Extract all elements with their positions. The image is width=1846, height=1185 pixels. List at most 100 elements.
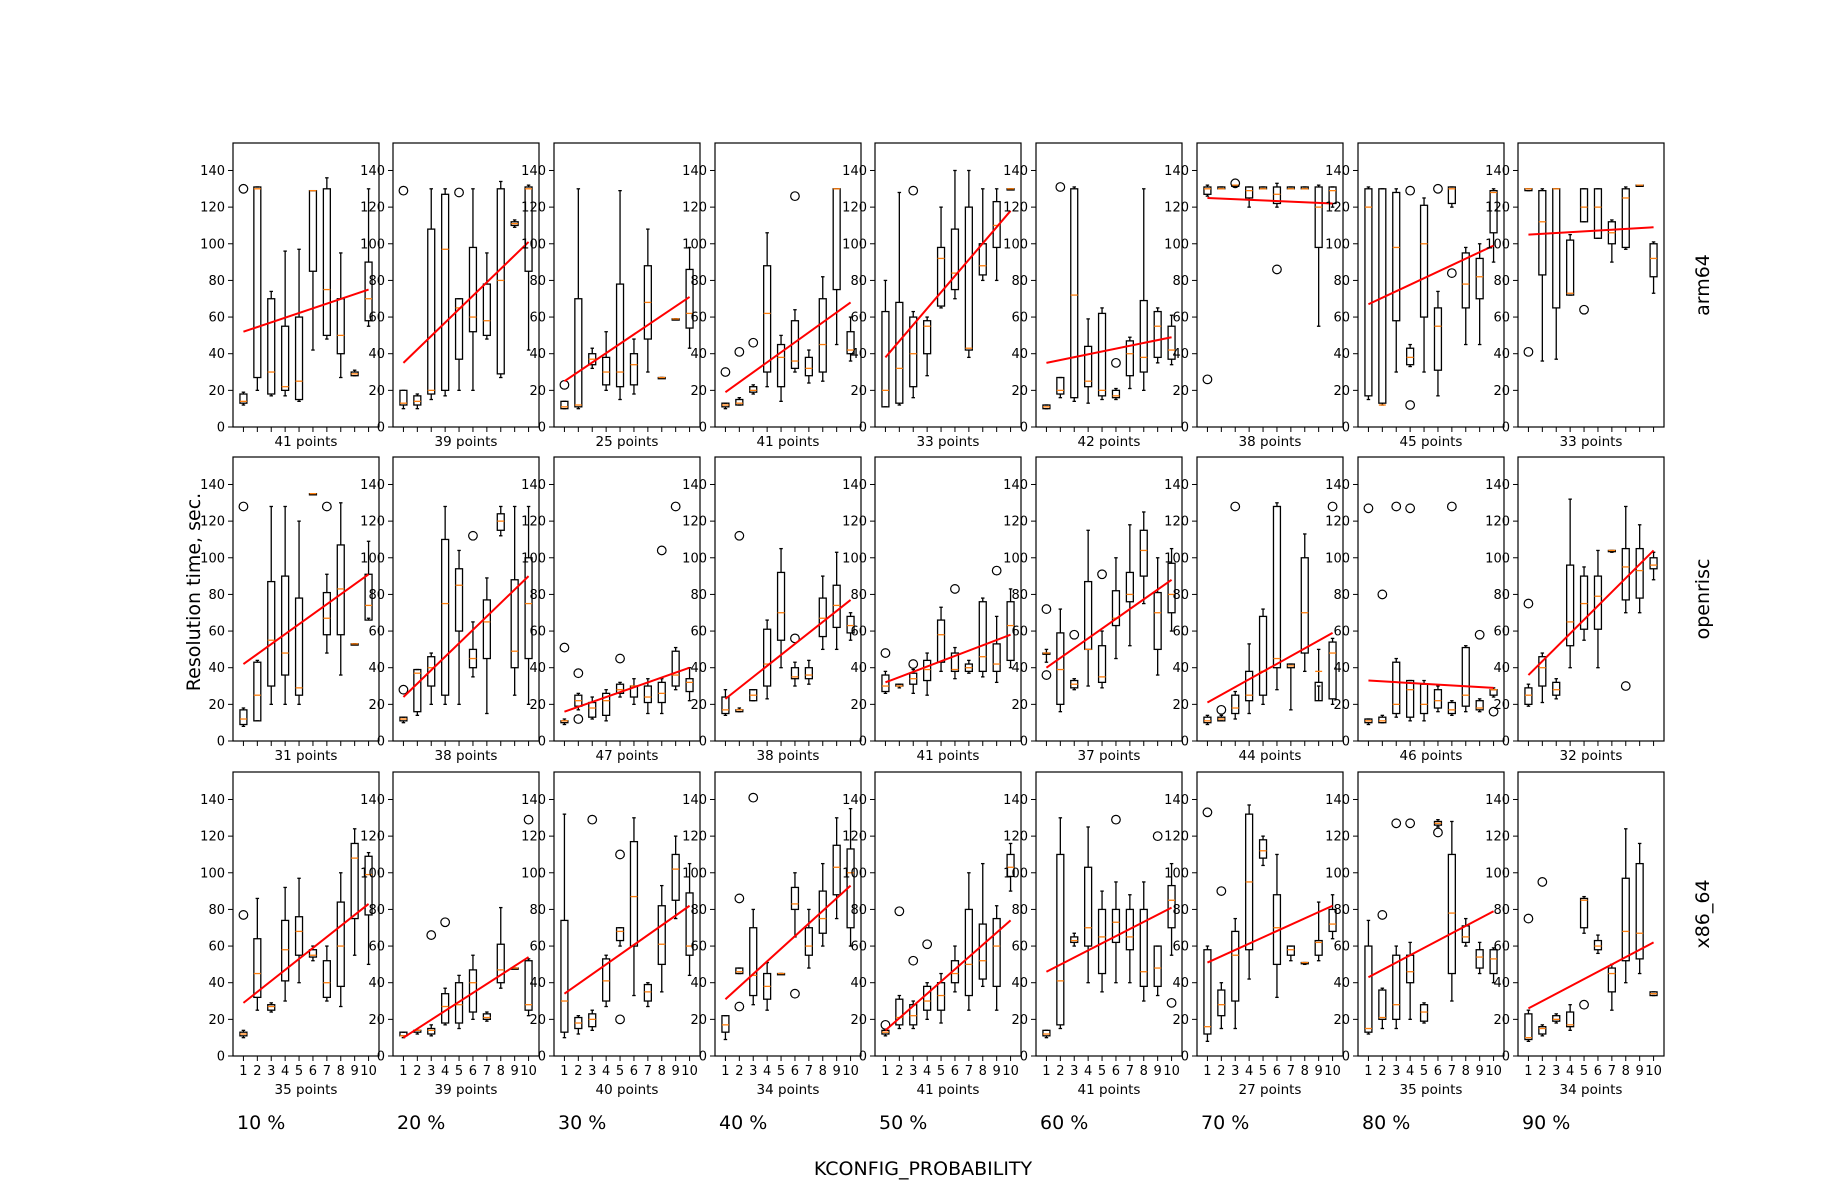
box-plot [1364, 718, 1373, 726]
box-plot [308, 492, 318, 496]
x-axis-label: KCONFIG_PROBABILITY [814, 1158, 1033, 1180]
box-plot [978, 188, 987, 282]
points-count-label: 35 points [1400, 1082, 1463, 1098]
x-tick-label: 7 [483, 1064, 491, 1079]
box-plot [1378, 714, 1387, 724]
box-plot [1635, 524, 1644, 614]
x-tick-label: 2 [253, 1064, 261, 1079]
box-iqr [950, 228, 960, 291]
box-iqr [978, 243, 987, 276]
box-plot [427, 1024, 436, 1037]
box-iqr [336, 298, 345, 355]
y-tick-label: 100 [1325, 237, 1350, 252]
y-tick-label: 0 [377, 1050, 385, 1065]
x-tick-label: 4 [1566, 1064, 1574, 1079]
box-iqr [482, 1013, 491, 1021]
y-tick-label: 0 [1502, 735, 1510, 750]
box-iqr [1300, 557, 1309, 654]
box-iqr [1593, 939, 1603, 951]
y-tick-label: 140 [200, 164, 225, 179]
box-iqr [1607, 967, 1616, 993]
box-iqr [454, 568, 464, 632]
trend-line [243, 288, 369, 333]
y-tick-label: 100 [842, 237, 867, 252]
outlier-point [1579, 304, 1589, 315]
box-plot [992, 188, 1001, 282]
x-tick-label: 4 [1245, 1064, 1253, 1079]
box-iqr [1084, 866, 1093, 947]
y-tick-label: 60 [529, 940, 546, 955]
x-tick-label: 1 [721, 1064, 729, 1079]
box-plot [1461, 246, 1470, 346]
y-tick-label: 120 [1325, 201, 1350, 216]
box-plot [749, 384, 758, 395]
y-tick-label: 0 [699, 421, 707, 436]
y-tick-label: 40 [1333, 976, 1350, 991]
x-tick-label: 3 [1552, 1064, 1560, 1079]
box-plot [1097, 307, 1107, 401]
y-tick-label: 0 [1342, 735, 1350, 750]
box-iqr [1579, 188, 1589, 223]
y-tick-label: 100 [1164, 866, 1189, 881]
trend-line [1206, 632, 1334, 704]
points-count-label: 39 points [435, 434, 498, 450]
box-plot [1566, 498, 1575, 669]
box-iqr [1406, 347, 1415, 366]
y-tick-label: 100 [360, 237, 385, 252]
box-iqr [1328, 908, 1337, 933]
box-iqr [588, 701, 597, 718]
points-count-label: 35 points [275, 1082, 338, 1098]
box-iqr [1328, 641, 1337, 700]
x-tick-label: 10 [1324, 1064, 1341, 1079]
box-plot [1475, 698, 1484, 713]
box-plot [1139, 881, 1148, 1002]
box-plot [1314, 184, 1323, 327]
y-tick-label: 80 [1493, 274, 1510, 289]
y-tick-label: 80 [1172, 903, 1189, 918]
box-iqr [308, 189, 318, 272]
box-iqr [1153, 310, 1162, 359]
panel-frame [1357, 771, 1505, 1057]
y-tick-label: 20 [850, 1013, 867, 1028]
box-plot [978, 862, 987, 988]
box-iqr [1364, 188, 1373, 397]
box-iqr [1272, 505, 1282, 669]
y-tick-label: 40 [690, 976, 707, 991]
box-plot [1524, 683, 1533, 707]
box-iqr [427, 228, 436, 395]
panel-frame [1035, 456, 1183, 742]
y-tick-label: 0 [217, 735, 225, 750]
y-tick-label: 20 [368, 384, 385, 399]
y-tick-label: 80 [1011, 274, 1028, 289]
box-plot [1593, 188, 1603, 239]
box-plot [574, 1015, 583, 1035]
panel-frame [874, 142, 1022, 428]
x-tick-label: 3 [427, 1064, 435, 1079]
x-tick-label: 2 [413, 1064, 421, 1079]
box-plot [923, 982, 932, 1021]
box-iqr [1056, 632, 1065, 706]
trend-line [402, 956, 530, 1039]
y-tick-label: 20 [208, 1013, 225, 1028]
box-iqr [992, 643, 1001, 673]
points-count-label: 41 points [275, 434, 338, 450]
x-tick-label: 8 [1140, 1064, 1148, 1079]
box-iqr [804, 927, 813, 956]
box-plot [496, 906, 505, 989]
box-plot [763, 961, 772, 1011]
box-iqr [441, 538, 450, 696]
y-tick-label: 120 [360, 830, 385, 845]
points-count-label: 46 points [1400, 748, 1463, 764]
y-tick-label: 140 [842, 164, 867, 179]
box-iqr [239, 709, 248, 726]
box-plot [1153, 307, 1162, 364]
y-tick-label: 100 [200, 237, 225, 252]
box-plot [685, 246, 694, 349]
outlier-point [1327, 501, 1338, 512]
y-tick-label: 20 [1011, 698, 1028, 713]
box-plot [881, 1029, 890, 1037]
box-iqr [804, 667, 813, 680]
outlier-point [734, 893, 745, 904]
y-tick-label: 80 [690, 903, 707, 918]
box-plot [399, 716, 408, 724]
